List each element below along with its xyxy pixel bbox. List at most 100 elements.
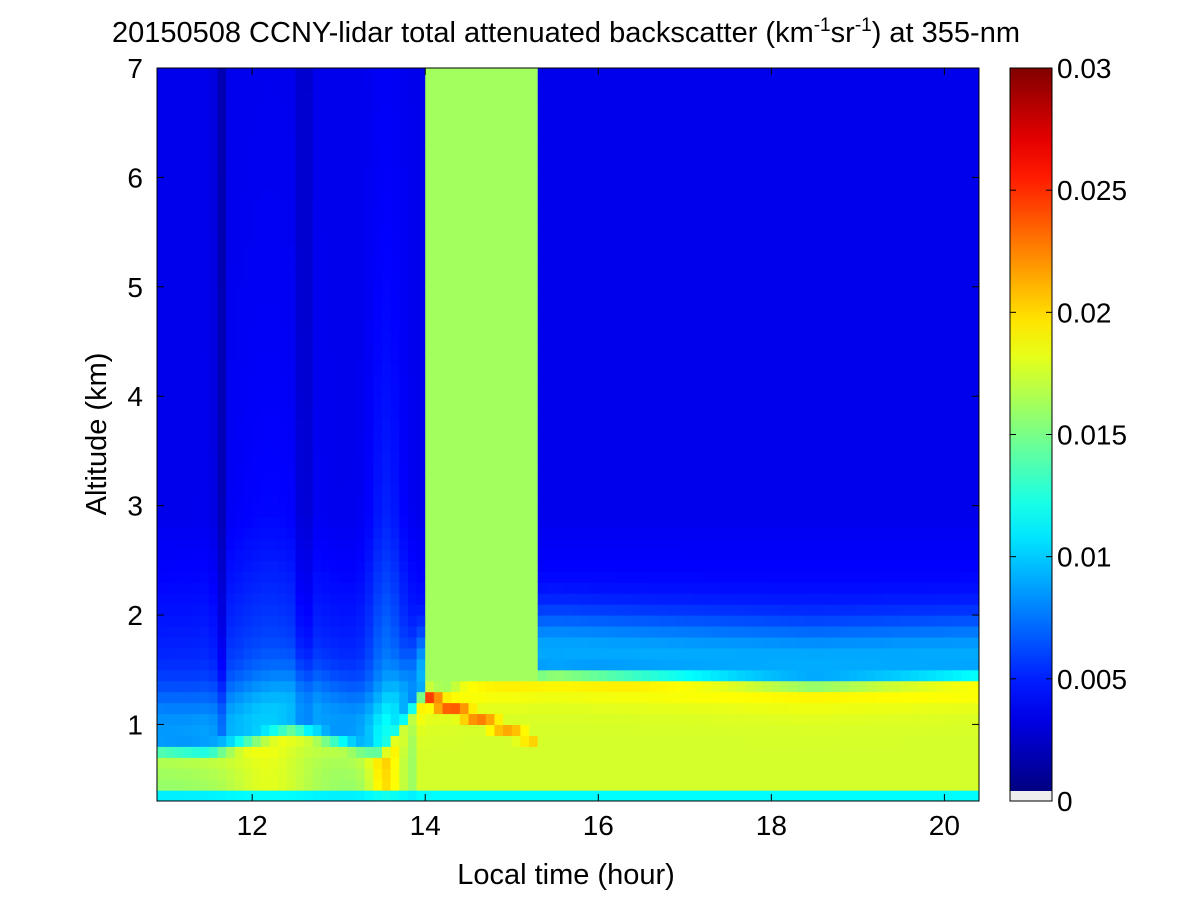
heatmap-cell <box>667 308 677 321</box>
heatmap-cell <box>330 133 340 146</box>
heatmap-cell <box>754 177 764 189</box>
heatmap-cell <box>174 691 184 704</box>
heatmap-cell <box>260 724 271 736</box>
heatmap-cell <box>407 330 418 343</box>
heatmap-cell <box>615 735 625 747</box>
heatmap-cell <box>650 680 660 693</box>
heatmap-cell <box>477 308 487 321</box>
heatmap-cell <box>381 647 392 660</box>
heatmap-cell <box>182 352 193 364</box>
heatmap-cell <box>710 516 721 529</box>
heatmap-cell <box>702 439 712 452</box>
heatmap-cell <box>728 582 738 594</box>
heatmap-cell <box>286 253 297 266</box>
heatmap-cell <box>754 243 764 255</box>
heatmap-cell <box>451 439 461 452</box>
heatmap-cell <box>745 111 755 124</box>
heatmap-cell <box>754 68 764 80</box>
heatmap-cell <box>788 691 798 704</box>
heatmap-cell <box>650 221 660 233</box>
heatmap-cell <box>641 779 651 791</box>
heatmap-cell <box>278 549 288 561</box>
heatmap-cell <box>330 177 340 189</box>
heatmap-cell <box>719 177 729 189</box>
heatmap-cell <box>278 221 288 233</box>
heatmap-cell <box>338 352 348 364</box>
heatmap-cell <box>416 658 426 671</box>
heatmap-cell <box>407 779 418 791</box>
heatmap-cell <box>338 516 348 529</box>
heatmap-cell <box>485 429 496 441</box>
heatmap-cell <box>399 133 409 146</box>
heatmap-cell <box>321 275 331 288</box>
heatmap-cell <box>606 625 617 638</box>
heatmap-cell <box>710 221 721 233</box>
heatmap-cell <box>459 768 470 780</box>
heatmap-cell <box>572 549 582 561</box>
heatmap-cell <box>165 210 175 222</box>
heatmap-cell <box>442 89 452 102</box>
heatmap-cell <box>252 374 262 386</box>
heatmap-cell <box>624 429 634 441</box>
heatmap-cell <box>624 319 634 332</box>
heatmap-cell <box>390 374 400 386</box>
heatmap-cell <box>546 593 556 605</box>
heatmap-cell <box>157 582 167 594</box>
heatmap-cell <box>771 571 781 583</box>
heatmap-cell <box>762 341 772 354</box>
heatmap-cell <box>433 494 444 507</box>
heatmap-cell <box>754 89 764 102</box>
heatmap-cell <box>321 527 331 540</box>
heatmap-cell <box>390 560 400 572</box>
heatmap-cell <box>745 549 755 561</box>
heatmap-cell <box>537 702 547 715</box>
heatmap-cell <box>468 593 478 605</box>
heatmap-cell <box>321 538 331 550</box>
heatmap-cell <box>485 418 496 430</box>
heatmap-cell <box>702 396 712 408</box>
heatmap-cell <box>563 439 573 452</box>
heatmap-cell <box>702 636 712 649</box>
heatmap-cell <box>589 494 599 507</box>
heatmap-cell <box>338 779 348 791</box>
heatmap-cell <box>537 385 547 397</box>
heatmap-cell <box>208 155 219 168</box>
heatmap-cell <box>572 177 582 189</box>
heatmap-cell <box>364 450 374 463</box>
heatmap-cell <box>676 702 686 715</box>
heatmap-cell <box>797 472 807 485</box>
heatmap-cell <box>373 691 383 704</box>
heatmap-cell <box>208 746 219 758</box>
heatmap-cell <box>710 790 721 801</box>
heatmap-cell <box>771 68 781 80</box>
heatmap-cell <box>286 330 297 343</box>
heatmap-cell <box>433 505 444 518</box>
heatmap-cell <box>226 571 236 583</box>
heatmap-cell <box>312 571 322 583</box>
heatmap-cell <box>615 790 625 801</box>
heatmap-cell <box>537 330 547 343</box>
heatmap-cell <box>511 505 522 518</box>
heatmap-cell <box>736 724 746 736</box>
heatmap-cell <box>390 396 400 408</box>
heatmap-cell <box>399 450 409 463</box>
heatmap-cell <box>658 352 669 364</box>
heatmap-cell <box>416 210 426 222</box>
heatmap-cell <box>598 89 608 102</box>
heatmap-cell <box>347 111 357 124</box>
heatmap-cell <box>667 483 677 496</box>
heatmap-cell <box>615 560 625 572</box>
heatmap-cell <box>771 308 781 321</box>
heatmap-cell <box>226 100 236 113</box>
heatmap-cell <box>416 89 426 102</box>
heatmap-cell <box>226 275 236 288</box>
heatmap-cell <box>676 89 686 102</box>
heatmap-cell <box>200 636 210 649</box>
heatmap-cell <box>243 680 253 693</box>
heatmap-cell <box>485 275 496 288</box>
heatmap-cell <box>364 100 374 113</box>
heatmap-cell <box>174 341 184 354</box>
heatmap-cell <box>390 494 400 507</box>
heatmap-cell <box>278 396 288 408</box>
heatmap-cell <box>390 330 400 343</box>
